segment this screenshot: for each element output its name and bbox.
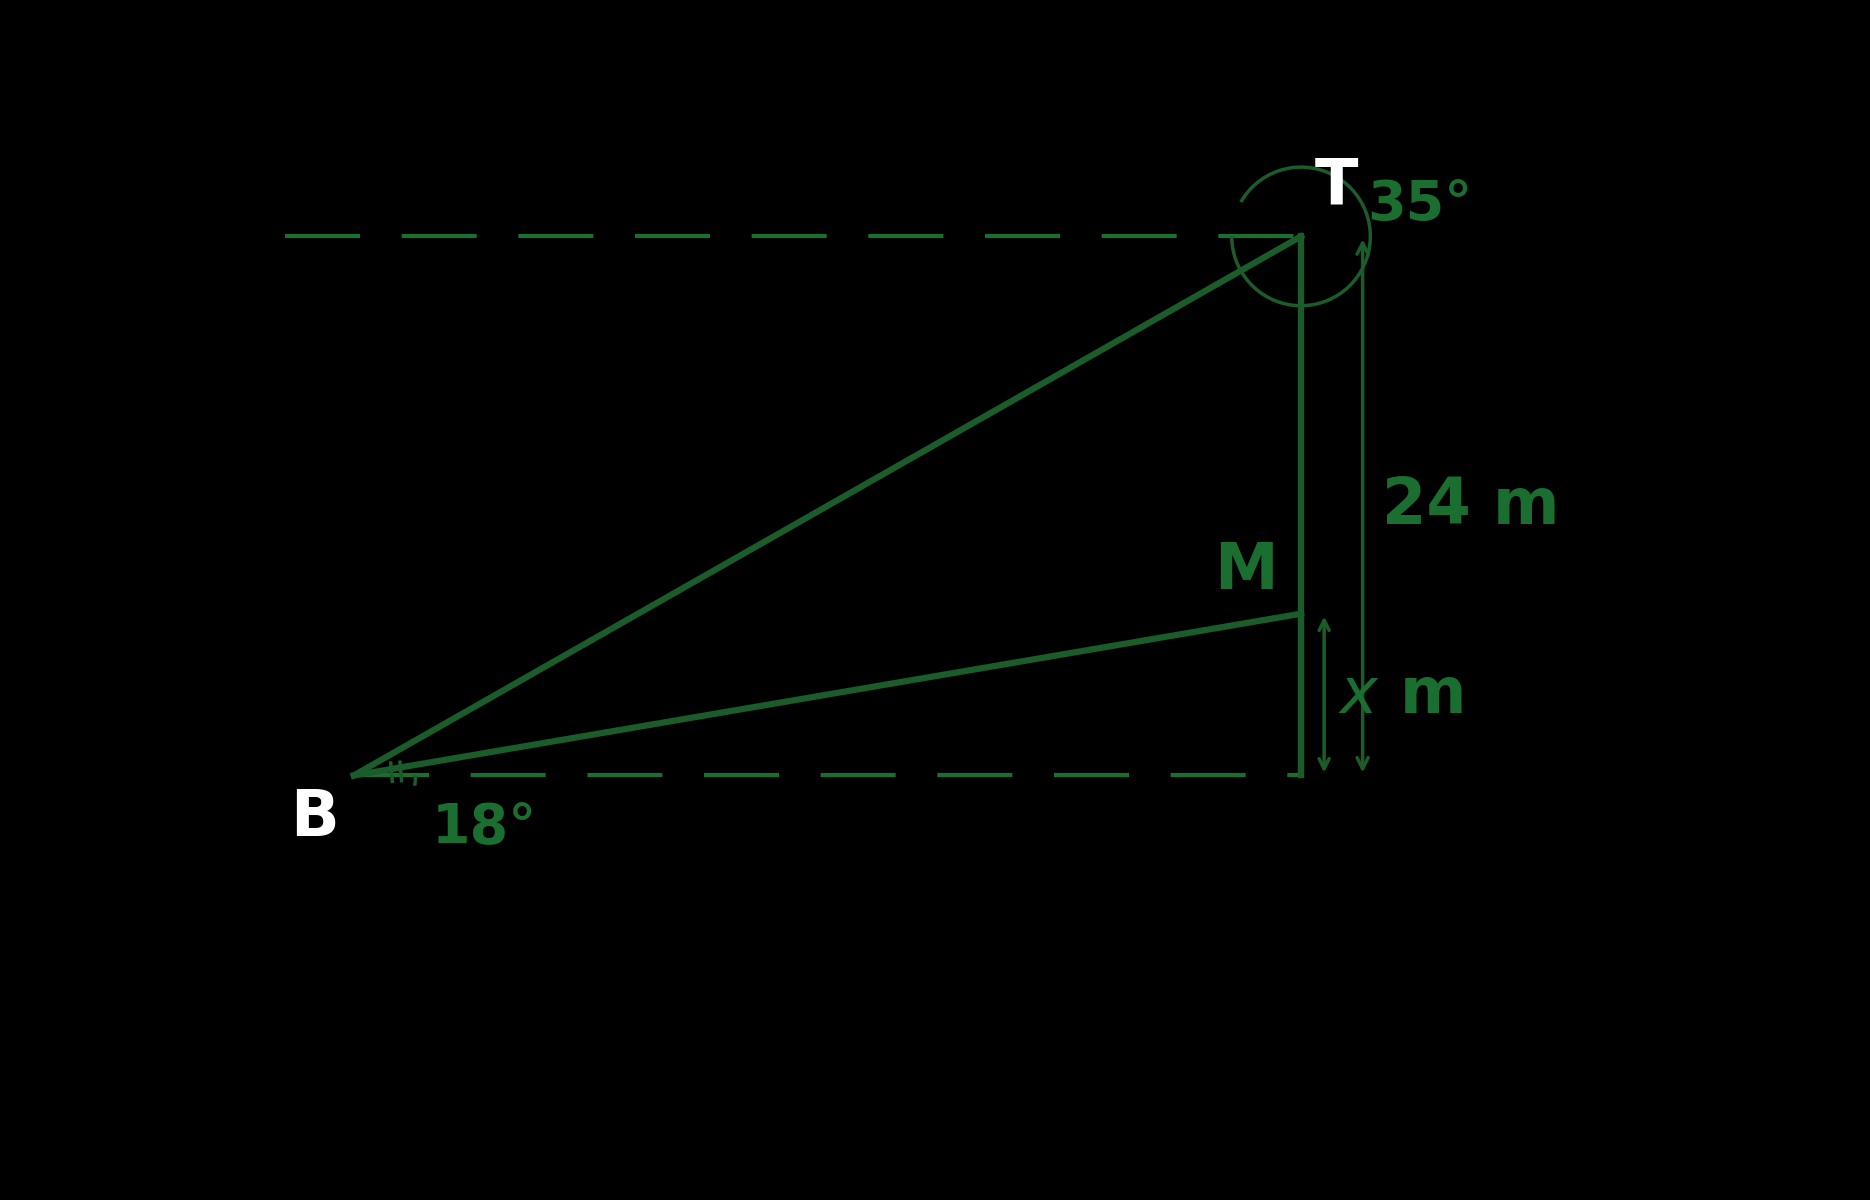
Text: 24 m: 24 m	[1382, 475, 1560, 536]
Text: M: M	[1214, 540, 1277, 602]
Text: B: B	[290, 787, 338, 848]
Text: 18°: 18°	[432, 800, 537, 854]
Text: 35°: 35°	[1367, 178, 1474, 232]
Text: T: T	[1315, 155, 1358, 217]
Text: $x$ m: $x$ m	[1337, 664, 1462, 726]
